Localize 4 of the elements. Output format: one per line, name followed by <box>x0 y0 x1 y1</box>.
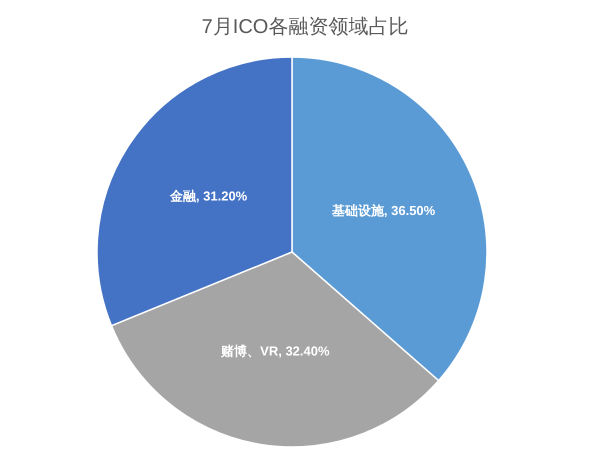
slice-label: 金融, 31.20% <box>168 188 248 204</box>
slice-label: 基础设施, 36.50% <box>330 203 436 218</box>
slice-label: 赌博、VR, 32.40% <box>220 344 330 359</box>
chart-title: 7月ICO各融资领域占比 <box>202 16 408 38</box>
